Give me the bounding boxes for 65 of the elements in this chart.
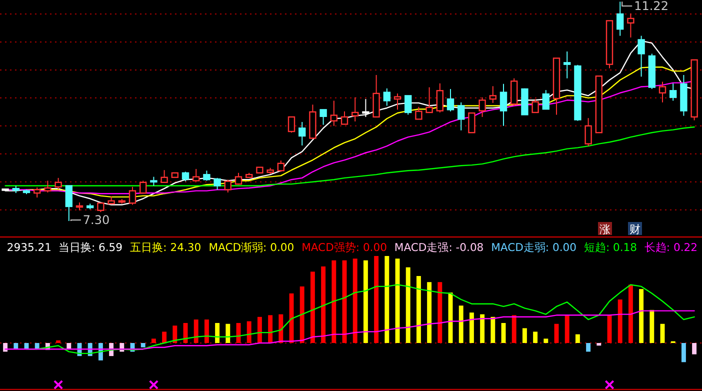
text: MACD走强: -0.08: [394, 241, 484, 254]
bar: [469, 312, 474, 343]
bar: [490, 316, 496, 343]
text: MACD强势: 0.00: [302, 241, 388, 254]
bar: [512, 315, 516, 343]
bar: [204, 320, 209, 343]
bar: [564, 315, 570, 343]
bar: [56, 340, 61, 343]
text: 五日换: 24.30: [130, 241, 202, 254]
bar: [363, 260, 368, 343]
bar: [215, 322, 220, 343]
annotation: 7.30: [82, 213, 110, 228]
bar: [321, 266, 326, 343]
bar: [650, 310, 654, 343]
bar: [692, 343, 697, 354]
bar: [618, 300, 622, 343]
bar: [384, 256, 390, 343]
candlestick: [658, 81, 666, 103]
bar: [533, 332, 538, 343]
bar: [544, 338, 548, 343]
bar: [3, 343, 8, 352]
bar: [501, 322, 506, 343]
candlestick: [330, 100, 338, 126]
bar: [34, 343, 40, 350]
bar: [596, 343, 602, 346]
text: 2935.21: [6, 241, 52, 254]
annotation: 11.22: [634, 0, 668, 13]
bar: [268, 315, 273, 343]
bar: [332, 260, 336, 343]
bar: [246, 321, 252, 343]
bar: [480, 314, 485, 343]
candlestick: [352, 96, 359, 122]
text: MACD渐弱: 0.00: [208, 241, 294, 254]
text: 短趋: 0.18: [584, 241, 638, 254]
candlestick: [616, 1, 624, 36]
bar: [14, 343, 18, 350]
bar: [257, 316, 262, 343]
bar: [522, 328, 527, 343]
bar: [66, 343, 72, 350]
bar: [427, 282, 432, 343]
bar: [172, 326, 178, 343]
bar: [639, 289, 644, 343]
candlestick: [627, 12, 634, 38]
bar: [162, 332, 167, 343]
bar: [681, 343, 686, 362]
bar: [300, 286, 304, 343]
bar: [586, 343, 591, 352]
bar: [352, 258, 358, 343]
bar: [438, 282, 442, 343]
bar: [374, 256, 379, 343]
bar: [575, 334, 580, 343]
bar: [406, 267, 410, 343]
candlestick: [680, 74, 688, 116]
bar: [628, 284, 633, 343]
bar: [310, 272, 315, 343]
candlestick: [564, 50, 571, 79]
text: MACD走弱: 0.00: [491, 241, 577, 254]
text: 当日换: 6.59: [58, 241, 123, 254]
text: 长趋: 0.22: [644, 241, 698, 254]
bar: [458, 306, 464, 343]
bar: [151, 338, 156, 343]
bar: [194, 320, 198, 343]
bar: [416, 276, 421, 343]
bar: [140, 343, 146, 348]
bar: [226, 324, 230, 343]
